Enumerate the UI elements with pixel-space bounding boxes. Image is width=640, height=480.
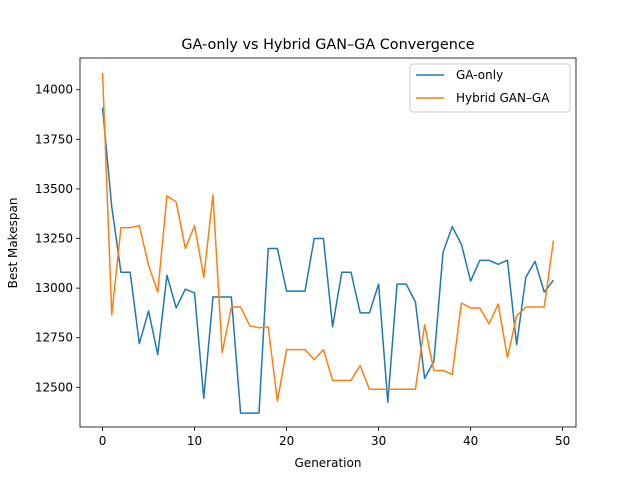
x-tick-label: 30: [371, 434, 386, 448]
x-tick-label: 0: [99, 434, 107, 448]
legend: GA-only Hybrid GAN–GA: [409, 63, 571, 113]
series-line-hybrid-gan-ga: [101, 72, 555, 402]
series-lines: [101, 72, 555, 414]
x-tick-label: 20: [279, 434, 294, 448]
x-axis-label: Generation: [295, 456, 362, 470]
y-tick-label: 13250: [35, 232, 73, 246]
x-tick-label: 40: [463, 434, 478, 448]
plot-frame: [79, 57, 577, 428]
y-tick-label: 12500: [35, 380, 73, 394]
x-tick-label: 10: [187, 434, 202, 448]
x-tick-label: 50: [555, 434, 570, 448]
legend-label-ga-only: GA-only: [456, 68, 503, 82]
y-tick-label: 14000: [35, 83, 73, 97]
y-axis-label: Best Makespan: [6, 198, 20, 289]
y-tick-label: 13000: [35, 281, 73, 295]
x-axis-ticks: 0 10 20 30 40 50: [99, 427, 570, 448]
legend-frame: [409, 63, 571, 113]
y-axis-ticks: 12500 12750 13000 13250 13500 13750 14000: [35, 83, 80, 394]
series-line-ga-only: [101, 107, 555, 414]
y-tick-label: 12750: [35, 331, 73, 345]
y-tick-label: 13750: [35, 132, 73, 146]
chart-title: GA-only vs Hybrid GAN–GA Convergence: [181, 37, 474, 53]
y-tick-label: 13500: [35, 182, 73, 196]
legend-label-hybrid-gan-ga: Hybrid GAN–GA: [456, 91, 550, 105]
